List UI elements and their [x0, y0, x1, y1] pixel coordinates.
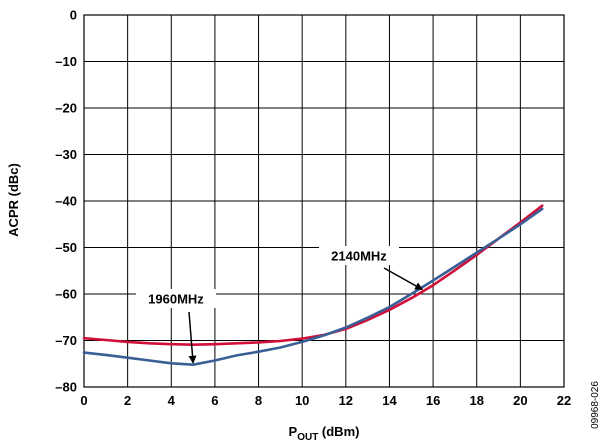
x-tick-label: 6: [211, 393, 218, 408]
annotations: 1960MHz 2140MHz: [136, 246, 424, 364]
y-axis-label: ACPR (dBc): [6, 163, 21, 237]
x-tick-label: 8: [255, 393, 262, 408]
x-tick-label: 22: [557, 393, 571, 408]
x-tick-label: 2: [124, 393, 131, 408]
x-axis-label: POUT (dBm): [289, 424, 360, 443]
plot-frame: [83, 14, 565, 388]
series-lines: [82, 204, 544, 366]
annotation-box: [319, 246, 399, 265]
annotation-box: [136, 289, 216, 308]
y-tick-label: –70: [55, 333, 77, 348]
y-tick-label: –30: [55, 147, 77, 162]
y-tick-label: 0: [70, 8, 77, 23]
x-tick-labels: 0 2 4 6 8 10 12 14 16 18 20 22: [80, 393, 571, 408]
x-axis-label-sub: OUT: [297, 432, 318, 443]
annotation-arrow: [383, 267, 424, 291]
x-tick-label: 14: [382, 393, 397, 408]
y-tick-labels: 0 –10 –20 –30 –40 –50 –60 –70 –80: [55, 8, 77, 395]
figure-id: 09968-026: [590, 381, 601, 429]
x-axis-label-unit: (dBm): [318, 424, 359, 439]
series-line-2: [82, 207, 544, 366]
annotation-label: 1960MHz: [148, 292, 204, 307]
x-tick-label: 18: [469, 393, 483, 408]
x-tick-label: 20: [513, 393, 527, 408]
annotation-label: 2140MHz: [331, 249, 387, 264]
y-tick-label: –40: [55, 194, 77, 209]
x-tick-label: 10: [295, 393, 309, 408]
series-line-1: [82, 204, 544, 346]
x-tick-label: 16: [426, 393, 440, 408]
y-tick-label: –50: [55, 240, 77, 255]
y-tick-label: –10: [55, 54, 77, 69]
grid: [83, 14, 565, 388]
y-tick-label: –20: [55, 101, 77, 116]
y-tick-label: –80: [55, 380, 77, 395]
x-tick-label: 0: [80, 393, 87, 408]
x-tick-label: 12: [339, 393, 353, 408]
x-tick-label: 4: [168, 393, 176, 408]
annotation-arrow: [188, 311, 197, 364]
y-tick-label: –60: [55, 287, 77, 302]
x-axis-label-main: P: [289, 424, 298, 439]
